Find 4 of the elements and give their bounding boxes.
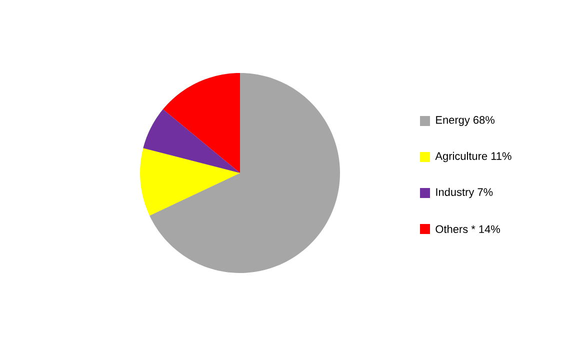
legend-label: Energy 68% xyxy=(436,116,494,126)
legend-label: Industry 7% xyxy=(436,188,493,198)
legend-label: Others * 14% xyxy=(436,224,500,234)
legend-label: Agriculture 11% xyxy=(435,152,512,162)
